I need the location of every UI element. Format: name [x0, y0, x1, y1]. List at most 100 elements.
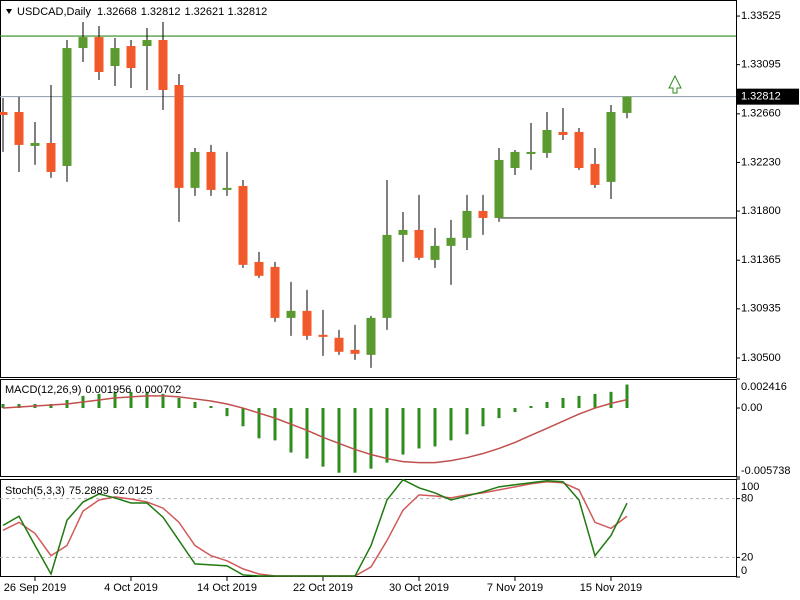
candle-body: [606, 112, 616, 182]
stoch-title: Stoch(5,3,3): [5, 485, 65, 497]
candle-body: [126, 46, 136, 69]
signal-line: [2, 395, 628, 464]
x-tick-label: 30 Oct 2019: [389, 582, 449, 594]
macd-bar: [545, 401, 549, 409]
candle-body: [318, 334, 328, 337]
candle-body: [494, 159, 504, 218]
candle-body: [110, 48, 120, 67]
signal-value: 0.000702: [135, 384, 181, 396]
candle-body: [478, 210, 488, 218]
x-tick-label: 22 Oct 2019: [293, 582, 353, 594]
open-value: 1.32668: [97, 6, 137, 18]
macd-bar: [497, 408, 501, 419]
candle-body: [142, 40, 152, 47]
macd-bar: [481, 408, 485, 427]
x-tick-label: 7 Nov 2019: [487, 582, 543, 594]
y-tick-label: -0.005738: [741, 465, 791, 477]
macd-bar: [561, 397, 565, 409]
y-tick-label: 1.30935: [741, 303, 781, 315]
candle-body: [62, 48, 72, 166]
macd-bar: [97, 393, 101, 409]
y-tick-label: 20: [741, 551, 753, 563]
y-tick-label: 0.00: [741, 402, 762, 414]
up-arrow: [668, 74, 682, 94]
y-tick-label: 1.32660: [741, 108, 781, 120]
macd-bar: [161, 393, 165, 409]
symbol: USDCAD,Daily: [17, 6, 91, 18]
candle-body: [414, 229, 424, 258]
macd-bar: [225, 408, 229, 417]
macd-bar: [1, 403, 5, 409]
macd-bar: [337, 408, 341, 473]
candle-body: [526, 151, 536, 154]
macd-bar: [113, 391, 117, 409]
macd-bar: [289, 408, 293, 453]
candle-body: [206, 151, 216, 190]
candle-body: [366, 317, 376, 355]
high-value: 1.32812: [141, 6, 181, 18]
signal-value: 62.0125: [113, 485, 153, 497]
candle-body: [574, 131, 584, 168]
candle-body: [462, 210, 472, 238]
marks: [0, 15, 740, 578]
candle-body: [158, 40, 168, 90]
low-value: 1.32621: [185, 6, 225, 18]
candle-body: [174, 85, 184, 188]
main-value: 75.2889: [69, 485, 109, 497]
y-tick-label: 1.33095: [741, 59, 781, 71]
candle-body: [254, 261, 264, 276]
candle-body: [542, 130, 552, 153]
candle-body: [238, 185, 248, 265]
macd-bar: [513, 408, 517, 413]
macd-bar: [145, 391, 149, 409]
candle-body: [398, 229, 408, 235]
candle-body: [190, 151, 200, 188]
y-tick-label: 1.31800: [741, 205, 781, 217]
macd-bar: [305, 408, 309, 459]
macd-value: 0.001956: [85, 384, 131, 396]
x-tick-label: 26 Sep 2019: [4, 582, 66, 594]
candle-body: [286, 310, 296, 318]
macd-bar: [241, 408, 245, 427]
y-tick-label: 1.31365: [741, 254, 781, 266]
macd-title: MACD(12,26,9): [5, 384, 81, 396]
candle-body: [510, 151, 520, 168]
x-tick-label: 14 Oct 2019: [197, 582, 257, 594]
candle-body: [14, 112, 24, 145]
y-tick-label: 1.32230: [741, 156, 781, 168]
macd-bar: [433, 408, 437, 447]
macd-bar: [401, 408, 405, 455]
candle-body: [94, 37, 104, 73]
candle-body: [222, 187, 232, 190]
macd-bar: [385, 408, 389, 463]
candle-body: [302, 310, 312, 336]
macd-bar: [353, 408, 357, 473]
macd-bar: [129, 391, 133, 409]
macd-bar: [529, 406, 533, 409]
macd-bar: [417, 408, 421, 449]
macd-panel: [0, 379, 737, 477]
x-tick-label: 4 Oct 2019: [104, 582, 158, 594]
macd-bar: [449, 408, 453, 441]
y-tick-label: 1.30500: [741, 352, 781, 364]
y-tick-label: 100: [741, 481, 759, 493]
macd-bar: [273, 408, 277, 441]
candle-body: [446, 237, 456, 246]
main-line: [2, 478, 628, 577]
candle-body: [334, 337, 344, 352]
macd-bar: [209, 406, 213, 409]
macd-bar: [593, 393, 597, 409]
price-label-box: [737, 88, 799, 105]
macd-bar: [625, 384, 629, 409]
macd-bar: [193, 401, 197, 409]
y-tick-label: 0: [741, 565, 747, 577]
candle-body: [46, 143, 56, 172]
candle-body: [78, 37, 88, 49]
macd-bar: [369, 408, 373, 469]
menu-triangle: [6, 9, 12, 14]
macd-bar: [177, 397, 181, 409]
macd-bar: [577, 395, 581, 409]
candle-body: [270, 266, 280, 318]
